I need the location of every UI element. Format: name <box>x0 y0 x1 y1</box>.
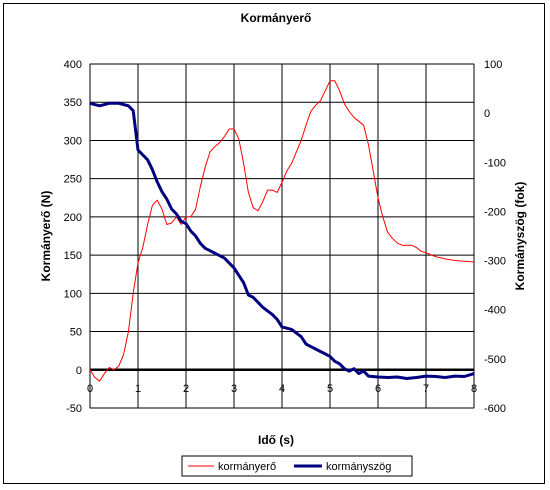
right-tick-label: -300 <box>484 256 506 268</box>
left-axis-ticks: -50 0 50 100 150 200 250 300 350 400 <box>64 59 82 415</box>
left-tick-label: 50 <box>70 327 82 339</box>
right-axis-title: Kormányszög (fok) <box>513 182 527 291</box>
right-tick-label: -600 <box>484 403 506 415</box>
series-line-kormanyero <box>89 80 475 382</box>
legend: kormányerő kormányszög <box>181 455 413 477</box>
x-tick-label: 8 <box>471 383 477 395</box>
right-tick-label: -200 <box>484 206 506 218</box>
series-line-kormanyszog <box>89 101 475 380</box>
right-tick-label: 100 <box>484 59 502 71</box>
x-tick-label: 7 <box>423 383 429 395</box>
x-tick-label: 2 <box>183 383 189 395</box>
x-tick-label: 1 <box>135 383 141 395</box>
left-tick-label: 0 <box>76 365 82 377</box>
chart-title: Kormányerő <box>241 11 312 25</box>
right-tick-label: 0 <box>484 108 490 120</box>
left-tick-label: 150 <box>64 250 82 262</box>
left-tick-label: 350 <box>64 97 82 109</box>
left-tick-label: 300 <box>64 135 82 147</box>
left-tick-label: 100 <box>64 288 82 300</box>
x-tick-label: 3 <box>231 383 237 395</box>
x-tick-label: 0 <box>87 383 93 395</box>
x-axis-ticks: 0 1 2 3 4 5 6 7 8 <box>87 383 477 395</box>
series-layer <box>89 80 475 382</box>
left-axis-title: Kormányerő (N) <box>39 191 53 282</box>
x-tick-label: 6 <box>375 383 381 395</box>
left-tick-label: 400 <box>64 59 82 71</box>
grid <box>89 63 475 409</box>
right-tick-label: -500 <box>484 354 506 366</box>
x-tick-label: 4 <box>279 383 285 395</box>
x-tick-label: 5 <box>327 383 333 395</box>
left-tick-label: 200 <box>64 212 82 224</box>
left-tick-label: -50 <box>66 403 82 415</box>
left-tick-label: 250 <box>64 174 82 186</box>
right-tick-label: -400 <box>484 305 506 317</box>
x-axis-title: Idő (s) <box>258 433 294 447</box>
right-axis-ticks: -600 -500 -400 -300 -200 -100 0 100 <box>484 59 506 415</box>
chart-frame: -50 0 50 100 150 200 250 300 350 400 -600 -500 -400… <box>3 3 545 484</box>
legend-label-kormanyszog: kormányszög <box>326 461 391 473</box>
legend-label-kormanyero: kormányerő <box>218 461 276 473</box>
right-tick-label: -100 <box>484 157 506 169</box>
